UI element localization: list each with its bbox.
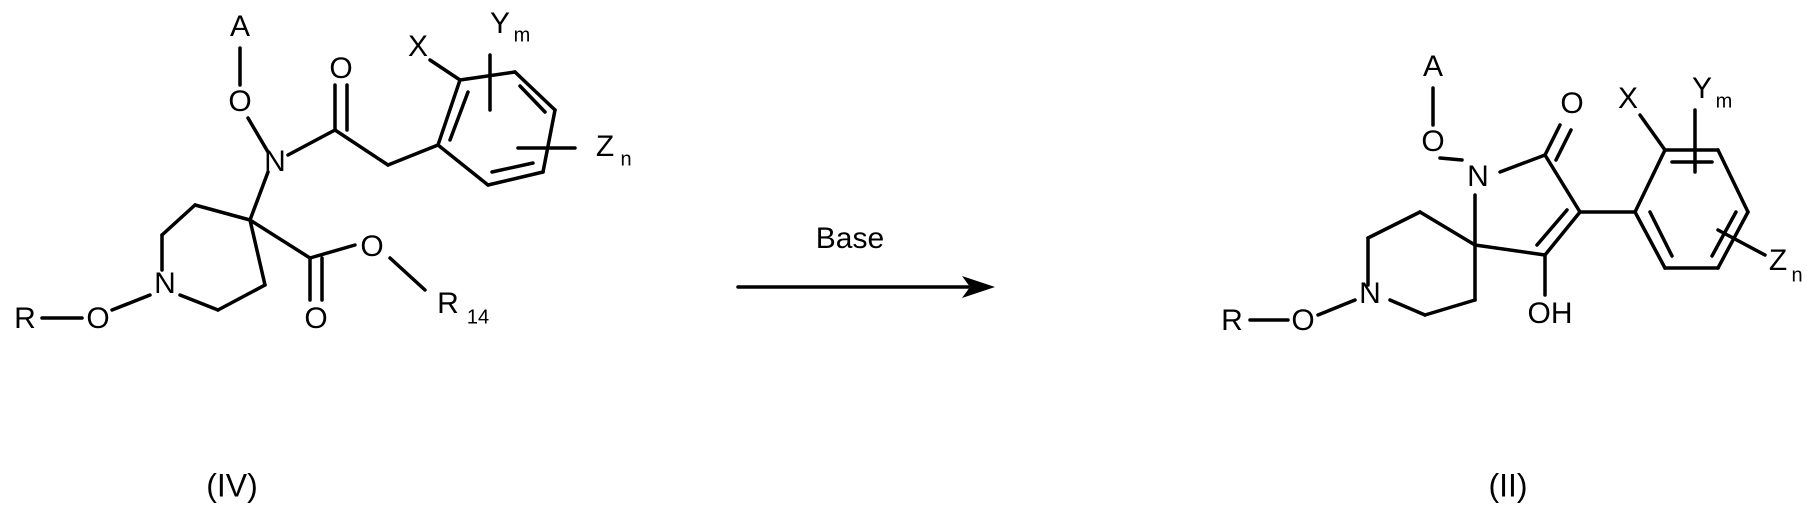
reactant-structure: A O N O X Y m Z n N O R O O R 14 bbox=[14, 7, 631, 335]
product-atom-o-carbonyl: O bbox=[1560, 87, 1583, 120]
reactant-atom-z-sub: n bbox=[620, 148, 631, 170]
reactant-atom-o-ester: O bbox=[360, 230, 383, 263]
reactant-atom-y-sub: m bbox=[514, 24, 531, 46]
product-atom-z: Z bbox=[1769, 244, 1787, 277]
product-bonds bbox=[1250, 88, 1765, 320]
reactant-atom-r: R bbox=[14, 302, 36, 335]
reactant-atom-r14-sub: 14 bbox=[467, 306, 489, 328]
reactant-atom-o-top: O bbox=[228, 85, 251, 118]
reactant-atom-o-ester-double: O bbox=[304, 302, 327, 335]
reactant-atom-n-amide: N bbox=[264, 145, 286, 178]
product-atom-y-sub: m bbox=[1716, 90, 1733, 112]
product-atom-y: Y bbox=[1692, 72, 1712, 105]
product-atom-o-left: O bbox=[1291, 304, 1314, 337]
reactant-atom-a: A bbox=[230, 10, 250, 43]
reactant-atom-y: Y bbox=[490, 7, 510, 40]
product-atom-r: R bbox=[1221, 304, 1243, 337]
product-atom-x: X bbox=[1618, 82, 1638, 115]
product-atom-z-sub: n bbox=[1791, 264, 1802, 286]
reaction-arrow bbox=[738, 276, 995, 298]
product-atom-a: A bbox=[1423, 50, 1443, 83]
reactant-atom-r14: R bbox=[437, 287, 459, 320]
reactant-atom-o-left: O bbox=[86, 302, 109, 335]
product-label: (II) bbox=[1488, 467, 1527, 503]
reactant-atom-z: Z bbox=[596, 130, 614, 163]
reactant-bonds bbox=[42, 48, 575, 318]
reactant-atom-n-ring: N bbox=[154, 267, 176, 300]
reactant-atom-o-carbonyl: O bbox=[329, 52, 352, 85]
product-atom-o-top: O bbox=[1421, 125, 1444, 158]
reagent-label: Base bbox=[816, 222, 884, 255]
product-atom-n-ring: N bbox=[1359, 277, 1381, 310]
product-atom-oh: OH bbox=[1528, 297, 1573, 330]
reactant-atom-x: X bbox=[408, 30, 428, 63]
reactant-label: (IV) bbox=[206, 467, 258, 503]
product-structure: A O N O OH X Y m Z n N O R bbox=[1221, 50, 1802, 337]
product-atom-n-lactam: N bbox=[1467, 160, 1489, 193]
